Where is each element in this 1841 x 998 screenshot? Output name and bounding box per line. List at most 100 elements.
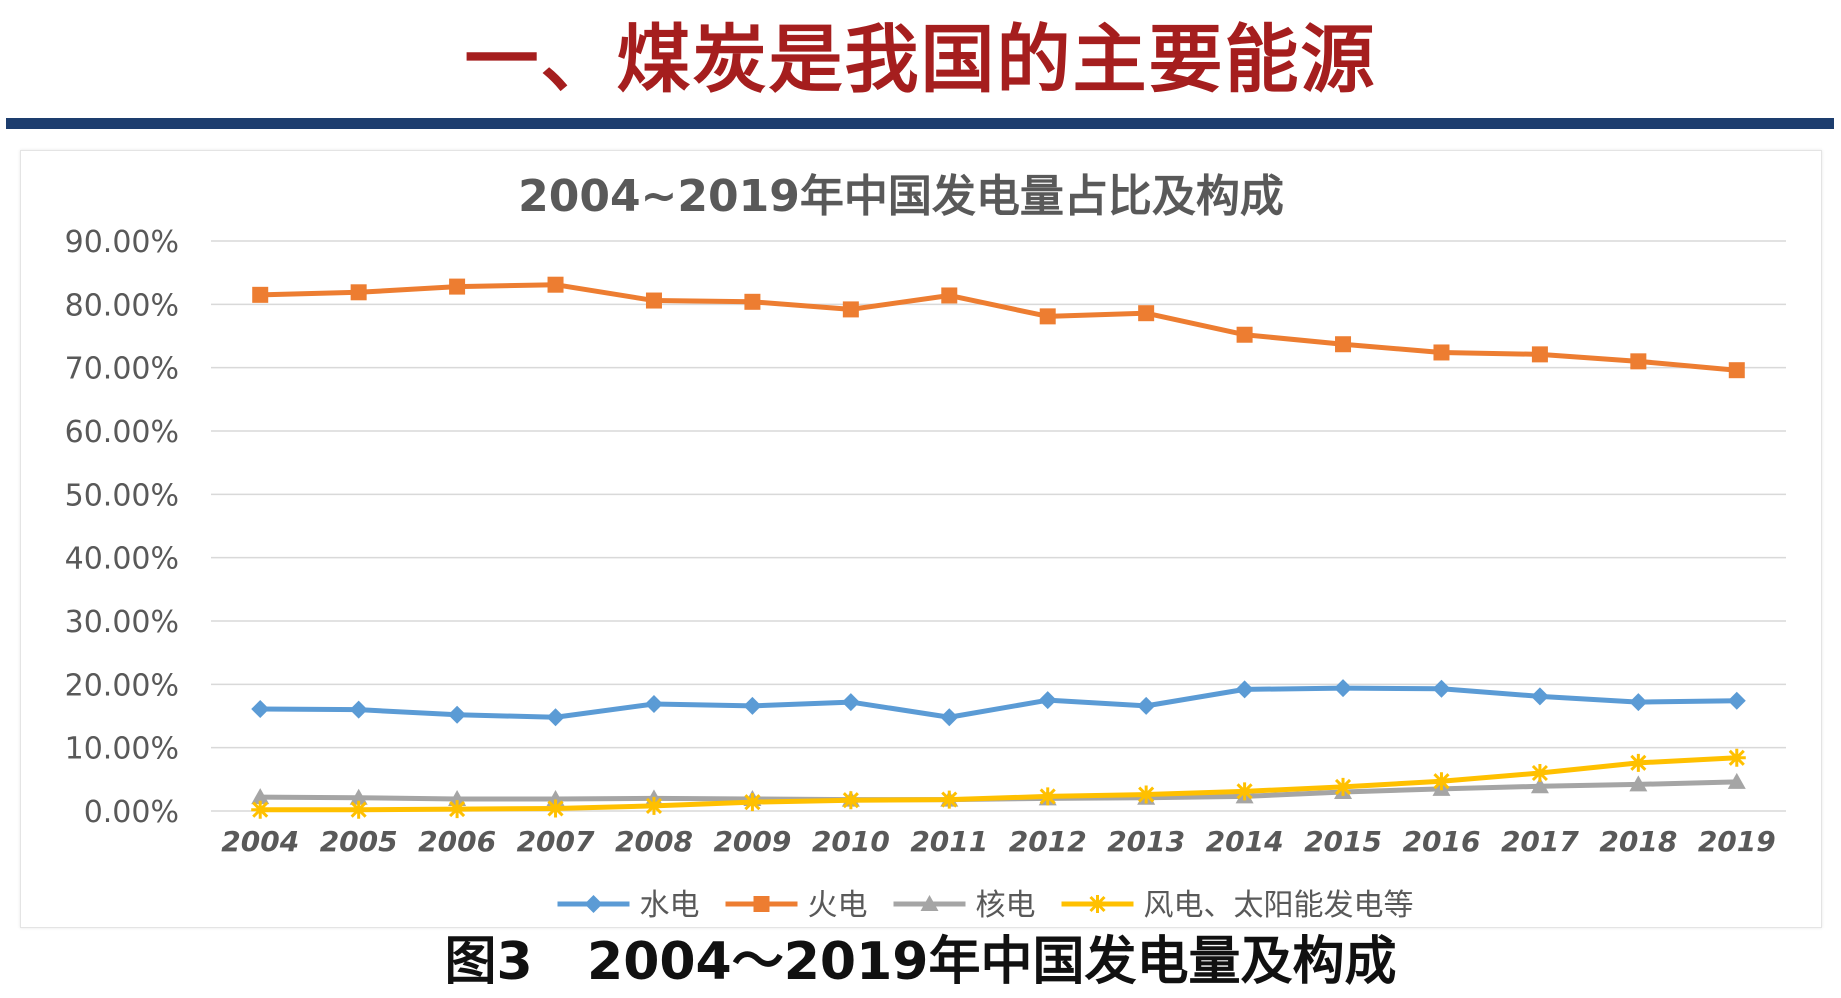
legend-item: 风电、太阳能发电等 xyxy=(1061,888,1414,923)
x-tick-label: 2016 xyxy=(1403,825,1481,858)
x-tick-label: 2014 xyxy=(1206,825,1284,858)
series-3 xyxy=(251,748,1746,819)
legend-label: 风电、太阳能发电等 xyxy=(1144,888,1414,923)
data-point xyxy=(251,700,270,719)
data-point xyxy=(842,301,859,318)
series-line xyxy=(260,685,1737,720)
data-point xyxy=(1235,680,1254,699)
data-point xyxy=(744,293,761,310)
data-point xyxy=(1433,344,1450,361)
data-point xyxy=(1530,777,1549,794)
data-point xyxy=(546,799,565,818)
data-point xyxy=(743,793,762,812)
data-point xyxy=(251,788,270,805)
data-point xyxy=(1432,772,1451,791)
data-point xyxy=(448,800,467,819)
data-point xyxy=(1334,679,1353,698)
data-point xyxy=(448,789,467,806)
y-tick-label: 30.00% xyxy=(65,605,179,640)
data-point xyxy=(547,276,564,293)
data-point xyxy=(940,708,959,727)
x-tick-label: 2004 xyxy=(221,825,299,858)
legend-item: 水电 xyxy=(557,888,700,923)
x-tick-label: 2010 xyxy=(812,825,890,858)
data-point xyxy=(1038,691,1057,710)
data-point xyxy=(1137,785,1156,804)
x-tick-label: 2006 xyxy=(418,825,496,858)
grid-lines xyxy=(211,240,1786,812)
data-point xyxy=(645,292,662,309)
legend-marker xyxy=(920,895,939,911)
data-point xyxy=(1531,346,1548,363)
x-tick-label: 2013 xyxy=(1107,825,1185,858)
x-tick-label: 2017 xyxy=(1501,825,1579,858)
data-point xyxy=(940,790,959,809)
legend-item: 火电 xyxy=(725,888,868,923)
series-group xyxy=(251,276,1746,819)
title-divider xyxy=(6,118,1834,129)
data-point xyxy=(449,278,466,295)
series-0 xyxy=(251,679,1746,727)
chart-title: 2004~2019年中国发电量占比及构成 xyxy=(518,171,1284,222)
legend-marker xyxy=(1088,895,1107,913)
y-tick-label: 80.00% xyxy=(65,288,179,323)
data-point xyxy=(644,796,663,815)
legend-item: 核电 xyxy=(893,888,1036,923)
data-point xyxy=(1629,693,1648,712)
legend: 水电 火电 核电 风电、太阳能发电等 xyxy=(557,888,1414,923)
data-point xyxy=(349,700,368,719)
data-point xyxy=(1334,777,1353,796)
data-point xyxy=(252,286,269,303)
data-point xyxy=(251,800,270,819)
y-tick-label: 60.00% xyxy=(65,415,179,450)
data-point xyxy=(1335,336,1352,353)
legend-marker xyxy=(584,895,603,913)
data-point xyxy=(1530,764,1549,782)
series-1 xyxy=(252,276,1745,379)
series-2 xyxy=(251,772,1746,807)
data-point xyxy=(1629,753,1648,772)
y-axis-ticks: 0.00% 10.00% 20.00% 30.00% 40.00% 50.00% 60.00… xyxy=(65,225,179,830)
data-point xyxy=(1727,748,1746,767)
y-tick-label: 40.00% xyxy=(65,542,179,577)
data-point xyxy=(1728,362,1745,379)
x-tick-label: 2007 xyxy=(517,825,595,858)
data-point xyxy=(546,708,565,727)
data-point xyxy=(1432,679,1451,698)
data-point xyxy=(448,705,467,724)
chart-panel: 2004~2019年中国发电量占比及构成 0.00% 10.00% 20.00% 30… xyxy=(20,150,1822,928)
data-point xyxy=(743,696,762,715)
x-tick-label: 2005 xyxy=(320,825,398,858)
data-point xyxy=(350,284,367,301)
y-tick-label: 70.00% xyxy=(65,352,179,387)
x-axis-ticks: 2004 2005 2006 2007 2008 2009 2010 2011 2012 2013… xyxy=(221,825,1776,858)
data-point xyxy=(1727,691,1746,710)
x-tick-label: 2008 xyxy=(615,825,693,858)
data-point xyxy=(644,694,663,713)
data-point xyxy=(1530,687,1549,706)
data-point xyxy=(349,800,368,819)
data-point xyxy=(349,788,368,805)
x-tick-label: 2018 xyxy=(1599,825,1677,858)
legend-marker xyxy=(753,896,770,912)
series-line xyxy=(260,282,1738,373)
x-tick-label: 2009 xyxy=(713,825,791,858)
legend-label: 水电 xyxy=(640,888,700,923)
data-point xyxy=(1629,775,1648,792)
data-point xyxy=(1235,782,1254,801)
x-tick-label: 2019 xyxy=(1698,825,1776,858)
y-tick-label: 50.00% xyxy=(65,478,179,513)
data-point xyxy=(1630,353,1647,370)
x-tick-label: 2012 xyxy=(1009,825,1087,858)
data-point xyxy=(841,693,860,712)
y-tick-label: 20.00% xyxy=(65,668,179,703)
x-tick-label: 2011 xyxy=(910,825,988,858)
page-title: 一、煤炭是我国的主要能源 xyxy=(464,17,1377,103)
line-chart: 2004~2019年中国发电量占比及构成 0.00% 10.00% 20.00% 30… xyxy=(65,171,1786,923)
data-point xyxy=(1039,308,1056,325)
data-point xyxy=(1137,696,1156,715)
data-point xyxy=(1138,305,1155,322)
figure-caption: 图3 2004～2019年中国发电量及构成 xyxy=(444,932,1397,992)
y-tick-label: 0.00% xyxy=(84,795,179,830)
legend-label: 火电 xyxy=(808,888,868,923)
